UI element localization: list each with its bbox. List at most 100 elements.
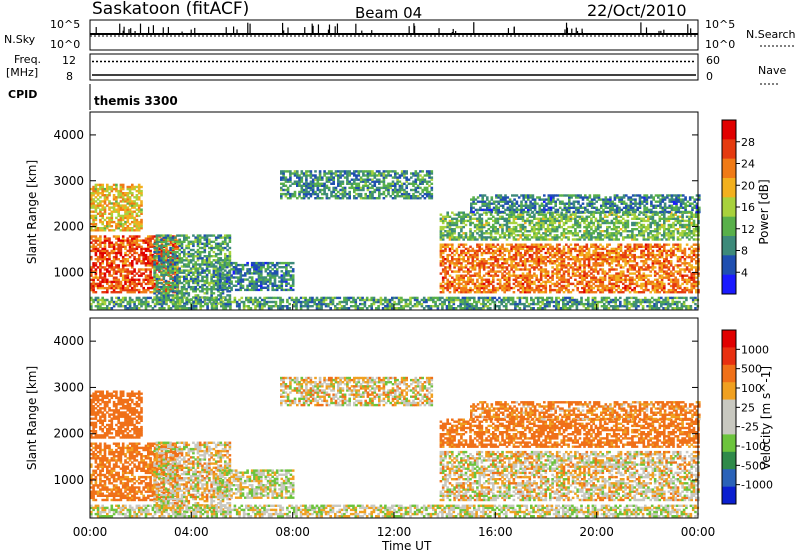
power-cell [383,193,386,195]
power-cell [172,259,175,261]
power-cell [446,287,449,289]
power-cell [294,193,297,195]
power-cell [97,297,100,299]
power-cell [644,297,647,299]
power-cell [294,183,297,185]
power-cell [258,274,261,276]
power-cell [519,303,522,305]
power-cell [394,183,397,185]
power-cell [267,268,270,270]
power-cell [515,258,518,260]
power-cell [586,254,589,256]
power-cell [503,305,506,307]
power-cell [540,291,543,293]
power-cell [320,297,323,299]
power-cell [133,287,136,289]
power-cell [221,274,224,276]
power-cell [314,170,317,172]
power-cell [405,303,408,305]
power-cell [95,291,98,293]
power-cell [451,256,454,258]
power-cell [194,290,197,292]
power-cell [111,219,114,221]
power-cell [595,262,598,264]
power-cell [181,245,184,247]
power-cell [246,262,249,264]
power-cell [133,275,136,277]
power-cell [127,219,130,221]
power-cell [97,266,100,268]
power-cell [183,251,186,253]
power-cell [346,170,349,172]
power-cell [298,183,301,185]
power-cell [651,305,654,307]
power-cell [120,225,123,227]
power-cell [208,239,211,241]
power-cell [579,281,582,283]
power-cell [519,244,522,246]
power-cell [526,287,529,289]
power-cell [432,305,435,307]
power-cell [419,183,422,185]
power-cell [350,301,353,303]
power-cell [237,283,240,285]
power-cell [523,305,526,307]
power-cell [649,305,652,307]
power-cell [344,195,347,197]
power-cell [497,275,500,277]
power-cell [605,299,608,301]
power-cell [115,248,118,250]
power-cell [106,250,109,252]
power-cell [475,301,478,303]
power-cell [95,262,98,264]
power-cell [160,245,163,247]
power-cell [181,261,184,263]
power-cell [246,289,249,291]
power-cell [485,266,488,268]
power-cell [104,258,107,260]
power-cell [551,248,554,250]
power-cell [405,305,408,307]
power-cell [258,268,261,270]
power-cell [398,307,401,309]
power-cell [554,268,557,270]
power-cell [605,297,608,299]
power-cell [169,294,172,296]
power-cell [398,297,401,299]
power-cell [283,272,286,274]
power-cell [592,305,595,307]
power-cell [538,248,541,250]
power-cell [305,187,308,189]
power-cell [286,299,289,301]
power-cell [104,202,107,204]
power-cell [474,252,477,254]
power-cell [213,299,216,301]
power-cell [538,262,541,264]
power-cell [295,297,298,299]
power-cell [626,299,629,301]
power-cell [224,255,227,257]
power-cell [378,179,381,181]
power-cell [583,250,586,252]
power-cell [484,297,487,299]
power-cell [380,172,383,174]
power-cell [640,303,643,305]
power-cell [95,235,98,237]
power-cell [541,297,544,299]
power-cell [136,186,139,188]
power-cell [209,297,212,299]
power-cell [526,268,529,270]
power-cell [635,297,638,299]
power-cell [136,237,139,239]
power-cell [170,299,173,301]
power-cell [588,252,591,254]
power-cell [662,307,665,309]
power-cell [188,236,191,238]
power-cell [145,283,148,285]
power-cell [522,272,525,274]
power-cell [590,279,593,281]
power-cell [519,299,522,301]
power-cell [233,285,236,287]
power-cell [481,254,484,256]
power-cell [339,197,342,199]
